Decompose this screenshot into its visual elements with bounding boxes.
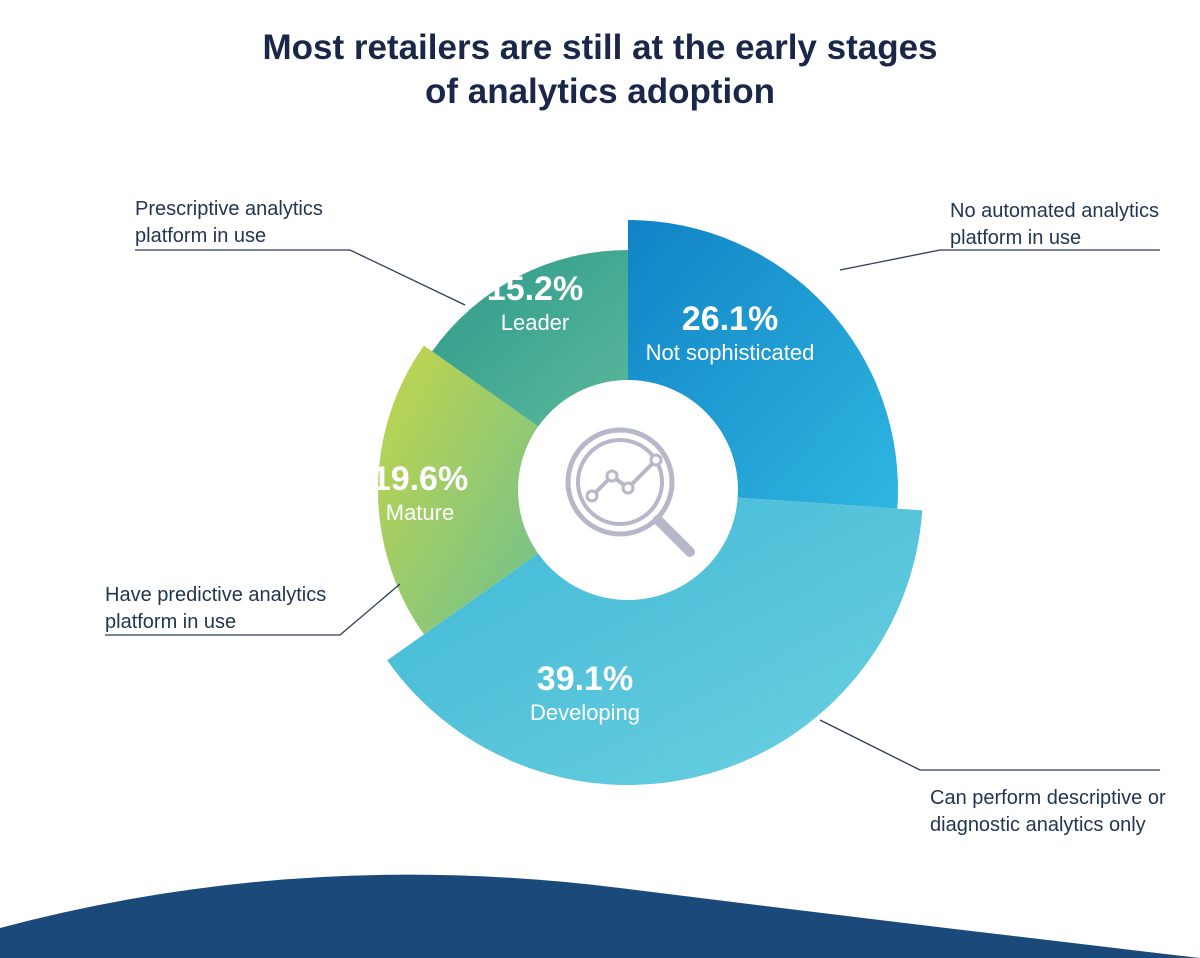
callout-mature: Have predictive analytics platform in us…: [105, 582, 326, 636]
slice-label-mature: Mature: [386, 500, 454, 525]
leader-line-leader: [135, 250, 465, 305]
callout-developing: Can perform descriptive or diagnostic an…: [930, 785, 1166, 839]
slice-pct-not-sophisticated: 26.1%: [682, 300, 778, 338]
leader-line-developing: [820, 720, 1160, 770]
wave-decoration: [0, 838, 1200, 958]
slice-pct-mature: 19.6%: [372, 460, 468, 498]
slice-label-leader: Leader: [501, 310, 570, 335]
slice-pct-developing: 39.1%: [537, 660, 633, 698]
slice-label-developing: Developing: [530, 700, 640, 725]
callout-not-sophisticated: No automated analytics platform in use: [950, 198, 1159, 252]
slice-pct-leader: 15.2%: [487, 270, 583, 308]
leader-line-not-sophisticated: [840, 250, 1160, 270]
callout-leader: Prescriptive analytics platform in use: [135, 196, 323, 250]
slice-label-not-sophisticated: Not sophisticated: [646, 340, 815, 365]
